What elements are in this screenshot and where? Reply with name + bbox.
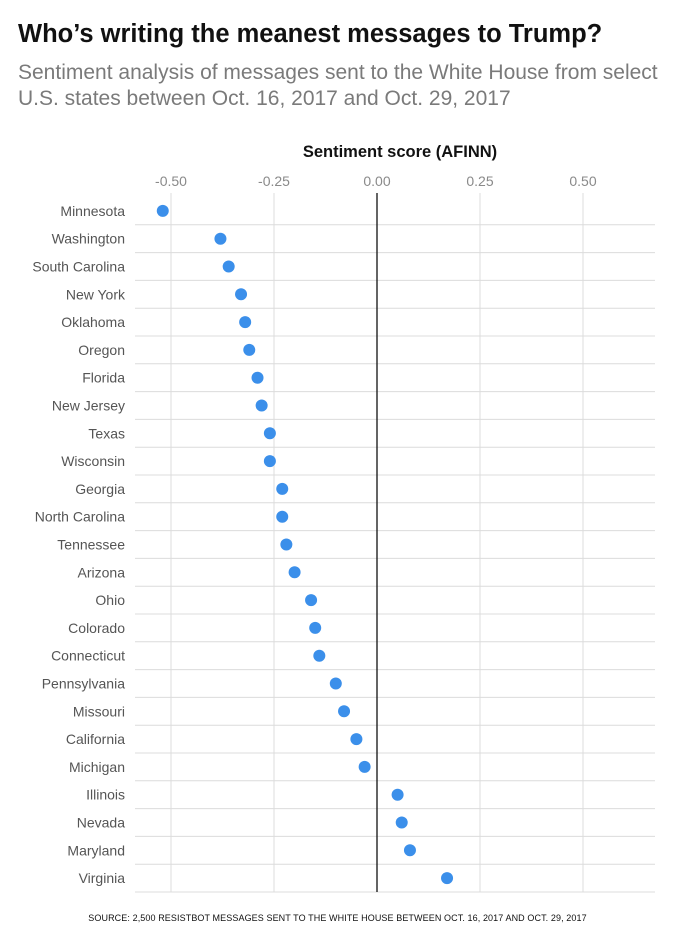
x-tick-label: 0.00 <box>363 173 390 189</box>
y-category-label: Tennessee <box>57 537 125 553</box>
data-point <box>329 677 342 690</box>
y-category-label: Illinois <box>86 787 125 803</box>
data-point <box>313 649 326 662</box>
x-tick-label: 0.50 <box>569 173 596 189</box>
y-category-label: Texas <box>88 425 125 441</box>
data-point <box>305 594 318 607</box>
y-category-label: Missouri <box>73 703 125 719</box>
data-point <box>243 343 256 356</box>
y-category-label: Nevada <box>77 815 125 831</box>
y-category-label: Florida <box>82 370 125 386</box>
data-point <box>350 733 363 746</box>
y-category-label: Wisconsin <box>61 453 125 469</box>
data-point <box>309 621 322 634</box>
y-category-label: Washington <box>52 231 125 247</box>
data-point <box>403 844 416 857</box>
data-point <box>156 204 169 217</box>
chart-subtitle: Sentiment analysis of messages sent to t… <box>18 61 658 110</box>
y-category-label: Ohio <box>95 592 125 608</box>
y-category-label: California <box>66 731 125 747</box>
y-category-label: Arizona <box>78 564 126 580</box>
data-point <box>239 316 252 329</box>
data-point <box>235 288 248 301</box>
data-point <box>276 482 289 495</box>
y-category-label: Colorado <box>68 620 125 636</box>
y-category-label: New York <box>66 286 126 302</box>
x-axis-label: Sentiment score (AFINN) <box>303 143 497 161</box>
y-category-label: Pennsylvania <box>42 676 125 692</box>
y-category-label: Oklahoma <box>61 314 125 330</box>
y-category-label: Minnesota <box>60 203 125 219</box>
y-category-label: Connecticut <box>51 648 125 664</box>
data-point <box>263 427 276 440</box>
y-category-label: Virginia <box>79 870 126 886</box>
y-category-label: North Carolina <box>35 509 125 525</box>
data-point <box>222 260 235 273</box>
x-tick-label: -0.25 <box>258 173 290 189</box>
data-point <box>280 538 293 551</box>
chart-title: Who’s writing the meanest messages to Tr… <box>18 20 603 48</box>
y-category-label: Oregon <box>78 342 125 358</box>
x-tick-label: 0.25 <box>466 173 493 189</box>
x-tick-label: -0.50 <box>155 173 187 189</box>
y-category-label: South Carolina <box>32 259 125 275</box>
data-point <box>441 872 454 885</box>
data-point <box>338 705 351 718</box>
data-point <box>391 788 404 801</box>
source-note: SOURCE: 2,500 RESISTBOT MESSAGES SENT TO… <box>88 913 587 923</box>
data-point <box>288 566 301 579</box>
data-point <box>395 816 408 829</box>
data-point <box>276 510 289 523</box>
data-point <box>263 455 276 468</box>
y-category-label: New Jersey <box>52 398 125 414</box>
data-point <box>255 399 268 412</box>
y-category-label: Michigan <box>69 759 125 775</box>
data-point <box>214 232 227 245</box>
y-category-label: Maryland <box>67 842 125 858</box>
y-category-label: Georgia <box>75 481 125 497</box>
data-point <box>251 371 264 384</box>
data-point <box>358 760 371 773</box>
